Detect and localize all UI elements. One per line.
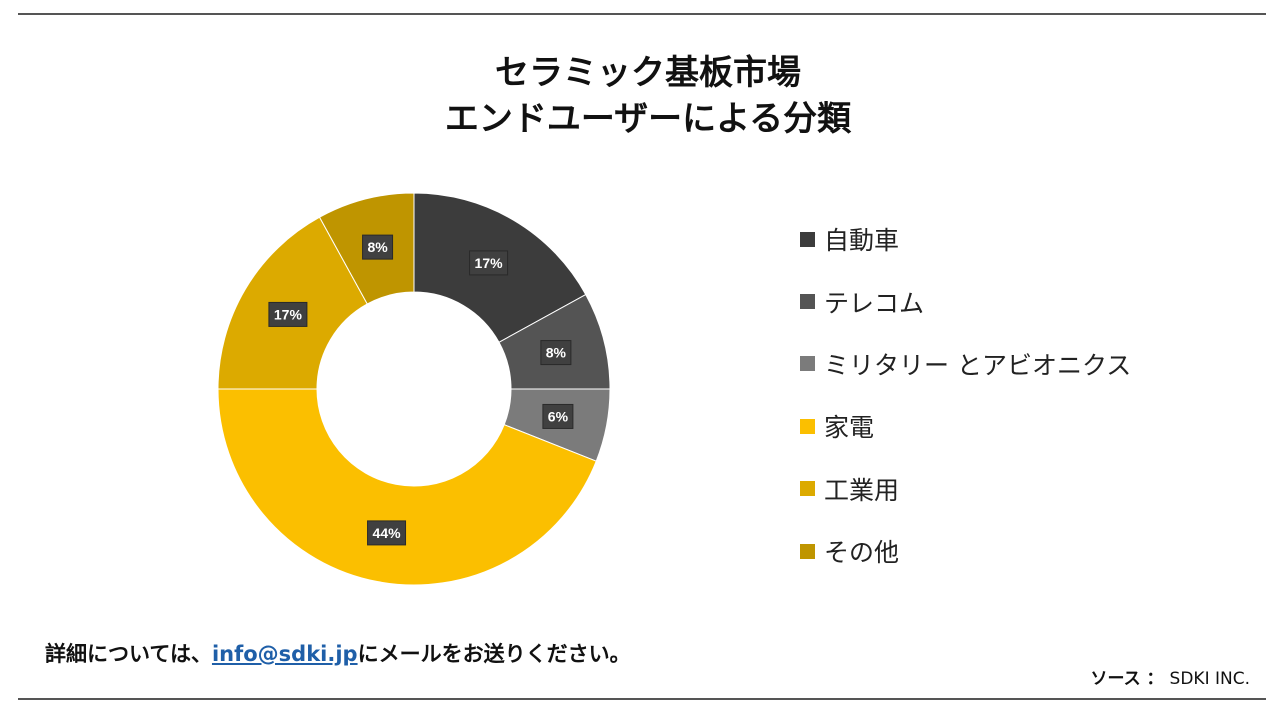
svg-text:8%: 8%	[546, 345, 567, 361]
legend-item: その他	[800, 520, 1131, 582]
legend-label: その他	[824, 538, 900, 568]
legend-swatch	[800, 231, 815, 247]
slice-data-label: 8%	[362, 234, 394, 260]
svg-text:17%: 17%	[475, 255, 504, 271]
legend-item: 工業用	[800, 458, 1131, 520]
chart-title: セラミック基板市場 エンドユーザーによる分類	[0, 50, 1280, 142]
slice-data-label: 44%	[367, 520, 407, 546]
source-value: SDKI INC.	[1169, 669, 1250, 689]
top-divider	[18, 13, 1266, 15]
legend-label: 自動車	[824, 226, 900, 256]
svg-text:6%: 6%	[548, 408, 569, 424]
legend-swatch	[800, 356, 815, 372]
contact-email-link[interactable]: info@sdki.jp	[211, 642, 358, 666]
svg-text:8%: 8%	[367, 239, 388, 255]
slice-data-label: 8%	[540, 340, 572, 366]
chart-legend: 自動車テレコムミリタリー とアビオニクス 家電工業用その他	[800, 208, 1131, 582]
legend-swatch	[800, 543, 815, 559]
chart-title-line-1: セラミック基板市場	[495, 53, 801, 93]
contact-note: 詳細については、info@sdki.jpにメールをお送りください。	[45, 638, 631, 668]
chart-title-line-2: エンドユーザーによる分類	[444, 99, 852, 139]
legend-label: 家電	[824, 413, 875, 443]
legend-item: 家電	[800, 395, 1131, 457]
legend-item: ミリタリー とアビオニクス	[800, 333, 1131, 395]
contact-note-prefix: 詳細については、	[45, 642, 212, 666]
legend-item: 自動車	[800, 208, 1131, 270]
slice-data-label: 17%	[469, 250, 509, 276]
svg-text:17%: 17%	[274, 306, 303, 322]
svg-text:44%: 44%	[373, 525, 402, 541]
contact-note-suffix: にメールをお送りください。	[357, 642, 631, 666]
bottom-divider	[18, 698, 1266, 700]
legend-swatch	[800, 481, 815, 497]
legend-label: 工業用	[824, 475, 900, 505]
source-credit: ソース ： SDKI INC.	[1090, 664, 1250, 689]
legend-label: テレコム	[824, 288, 925, 318]
legend-label: ミリタリー とアビオニクス	[824, 350, 1132, 380]
slice-data-label: 17%	[268, 301, 308, 327]
slice-data-label: 6%	[542, 403, 574, 429]
donut-slice	[217, 388, 597, 586]
legend-item: テレコム	[800, 270, 1131, 332]
legend-swatch	[800, 294, 815, 310]
legend-swatch	[800, 418, 815, 434]
source-label: ソース ：	[1090, 669, 1164, 689]
